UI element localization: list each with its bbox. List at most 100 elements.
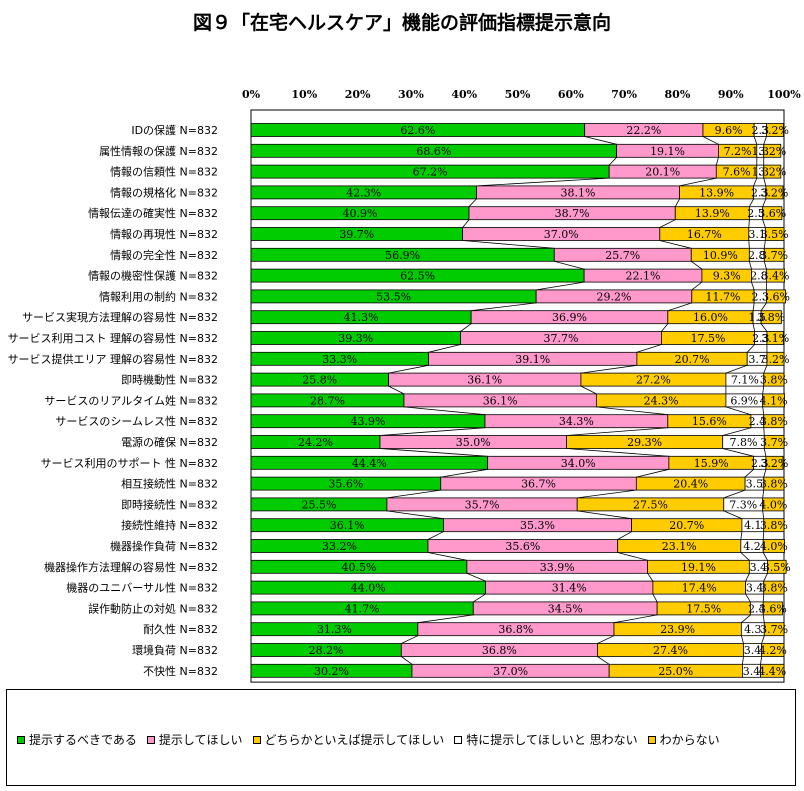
data-label: 27.5% [633,498,668,511]
bar-segment [763,435,785,449]
connector-line [584,136,617,145]
data-label: 19.1% [681,561,716,574]
legend-label: 提示するべきである [29,733,137,747]
connector-line [674,198,680,207]
connector-line [597,656,610,665]
data-label: 35.0% [456,436,491,449]
connector-line [566,448,669,457]
bar-segment [760,663,785,678]
legend-swatch [146,735,155,744]
data-label: 38.7% [555,207,590,220]
data-label: 36.8% [482,644,517,657]
legend-item: 特に提示してほしいと 思わない [454,731,638,748]
data-label: 2.3 [752,124,770,137]
category-label: サービス利用のサポート 性 N=832 [41,456,218,470]
connector-line [762,510,765,519]
x-tick-label: 90% [718,88,744,101]
data-label: 2.5 [747,207,765,220]
data-labels: 62.6% 22.2% 9.6% 2.33.2%68.6% 19.1% 7.2% 1.33.… [298,124,791,678]
bar-segment [763,414,785,429]
connector-line [388,385,405,395]
data-label: 2.4 [748,602,766,615]
connector-line [752,302,755,311]
category-label: 即時接続性 N=832 [121,497,218,511]
stacked-bar-chart: 0% 10% 20% 30% 40% 50% 60% 70% 80% 90% 100% 62.6% 2… [8,88,801,683]
data-label: 34.5% [548,602,583,615]
data-label: 3.2% [760,457,788,470]
connector-line [751,281,755,291]
data-label: 4.0% [759,498,787,511]
connector-line [763,448,767,457]
connector-line [722,427,752,436]
category-label: 情報の機密性保護 N=832 [88,269,218,283]
data-label: 35.6% [505,540,540,553]
data-label: 31.3% [317,623,352,636]
data-label: 3.2% [761,124,789,137]
data-label: 39.1% [515,353,550,366]
bar-segment [763,143,782,158]
bar-segment [766,289,786,304]
connector-line [388,364,429,374]
connector-line [401,635,418,644]
connector-line [702,136,719,145]
connector-line [679,177,717,187]
data-label: 3.4 [750,561,768,574]
connector-line [744,469,754,478]
connector-line [577,510,632,520]
data-label: 38.1% [561,186,596,199]
data-label: 3.5% [761,228,789,241]
data-label: 35.3% [520,519,555,532]
data-label: 3.5% [763,561,791,574]
category-label: 情報の規格化 N=832 [110,185,218,199]
data-label: 3.8% [757,311,785,324]
data-label: 4.1 [744,519,762,532]
category-labels: IDの保護 N=832 属性情報の保護 N=832 情報の信頼性 N=832 情報の規… [8,123,218,678]
data-label: 36.8% [498,623,533,636]
data-label: 3.1 [748,228,766,241]
data-label: 3.7% [760,249,788,262]
data-label: 24.2% [298,436,333,449]
bar-segment [766,268,785,283]
connector-line [652,593,658,603]
connector-line [741,614,751,624]
data-label: 3.4 [746,582,764,595]
bar-segment [762,497,785,512]
connector-line [762,490,765,498]
category-label: サービス提供エリア 理解の容易性 N=832 [8,352,218,366]
connector-line [379,448,488,457]
connector-line [761,635,765,644]
data-label: 3.7% [760,623,788,636]
connector-line [608,157,617,166]
connector-line [428,344,461,353]
legend-item: 提示するべきである [17,731,137,748]
category-label: サービスのリアルタイム姓 N=832 [44,393,218,407]
category-label: 情報の再現性 N=832 [110,227,218,241]
data-label: 36.9% [552,311,587,324]
data-label: 39.7% [339,228,374,241]
data-label: 33.3% [322,353,357,366]
connector-line [752,323,756,332]
connector-line [386,510,444,520]
data-label: 2.8 [748,249,766,262]
connector-line [740,552,750,561]
connector-line [762,219,766,228]
bar-segment [765,185,784,200]
x-tick-label: 80% [665,88,691,101]
bar-segment [762,206,783,221]
connector-line [647,573,654,582]
connector-line [617,531,632,540]
data-label: 56.9% [385,249,420,262]
data-label: 53.5% [376,290,411,303]
bar-segment [760,310,782,325]
data-label: 3.8% [760,374,788,387]
category-label: 機器操作方法理解の容易性 N=832 [44,560,218,574]
category-label: 接続性維持 N=832 [121,518,218,532]
data-label: 36.1% [467,374,502,387]
data-label: 44.0% [351,582,386,595]
data-label: 62.6% [400,124,435,137]
data-label: 15.9% [694,457,729,470]
data-label: 68.6% [416,145,451,158]
data-label: 42.3% [346,186,381,199]
connector-line [762,552,768,561]
connector-line [476,177,610,187]
